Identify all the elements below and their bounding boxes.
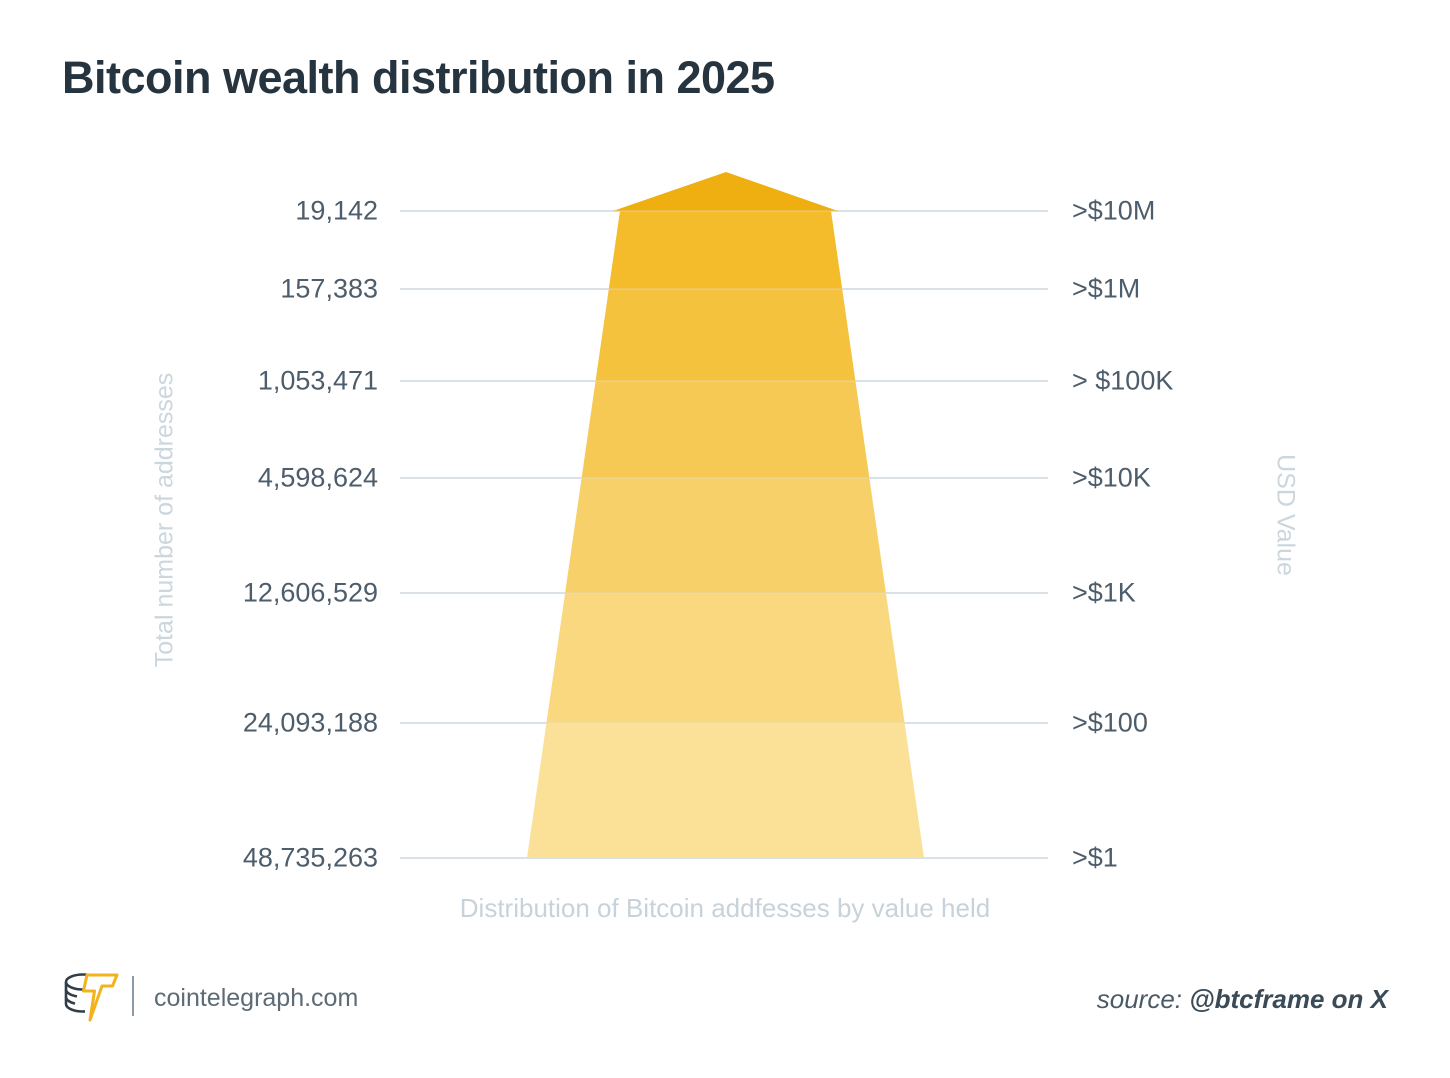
usd-threshold-label: >$1K — [1072, 577, 1136, 608]
usd-threshold-label: >$1M — [1072, 273, 1141, 304]
usd-threshold-label: >$100 — [1072, 707, 1148, 738]
address-count-label: 1,053,471 — [257, 365, 378, 396]
address-count-label: 24,093,188 — [242, 707, 378, 738]
funnel-chart: 19,142 157,383 1,053,471 4,598,624 12,60… — [150, 172, 1300, 923]
usd-threshold-label: >$1 — [1072, 842, 1118, 873]
right-axis-title: USD Value — [1271, 454, 1300, 576]
source-handle: @btcframe on X — [1189, 984, 1388, 1014]
source-attribution: source: @btcframe on X — [1097, 984, 1388, 1015]
funnel-pyramid-graphic — [400, 172, 1048, 859]
chart-caption: Distribution of Bitcoin addfesses by val… — [459, 893, 991, 923]
usd-threshold-label: > $100K — [1072, 365, 1174, 396]
address-count-label: 12,606,529 — [242, 577, 378, 608]
address-count-label: 19,142 — [295, 195, 378, 226]
left-axis-title: Total number of addresses — [150, 372, 179, 668]
usd-threshold-label: >$10K — [1072, 462, 1151, 493]
source-prefix: source: — [1096, 984, 1190, 1014]
address-count-label: 48,735,263 — [242, 842, 378, 873]
address-count-label: 157,383 — [280, 273, 378, 304]
footer-divider — [132, 976, 134, 1016]
cointelegraph-logo-icon — [64, 973, 119, 1022]
footer: cointelegraph.com source: @btcframe on X — [0, 960, 1450, 1040]
brand-url: cointelegraph.com — [154, 984, 359, 1012]
page-title: Bitcoin wealth distribution in 2025 — [62, 52, 775, 103]
address-count-label: 4,598,624 — [257, 462, 378, 493]
usd-threshold-label: >$10M — [1072, 195, 1156, 226]
